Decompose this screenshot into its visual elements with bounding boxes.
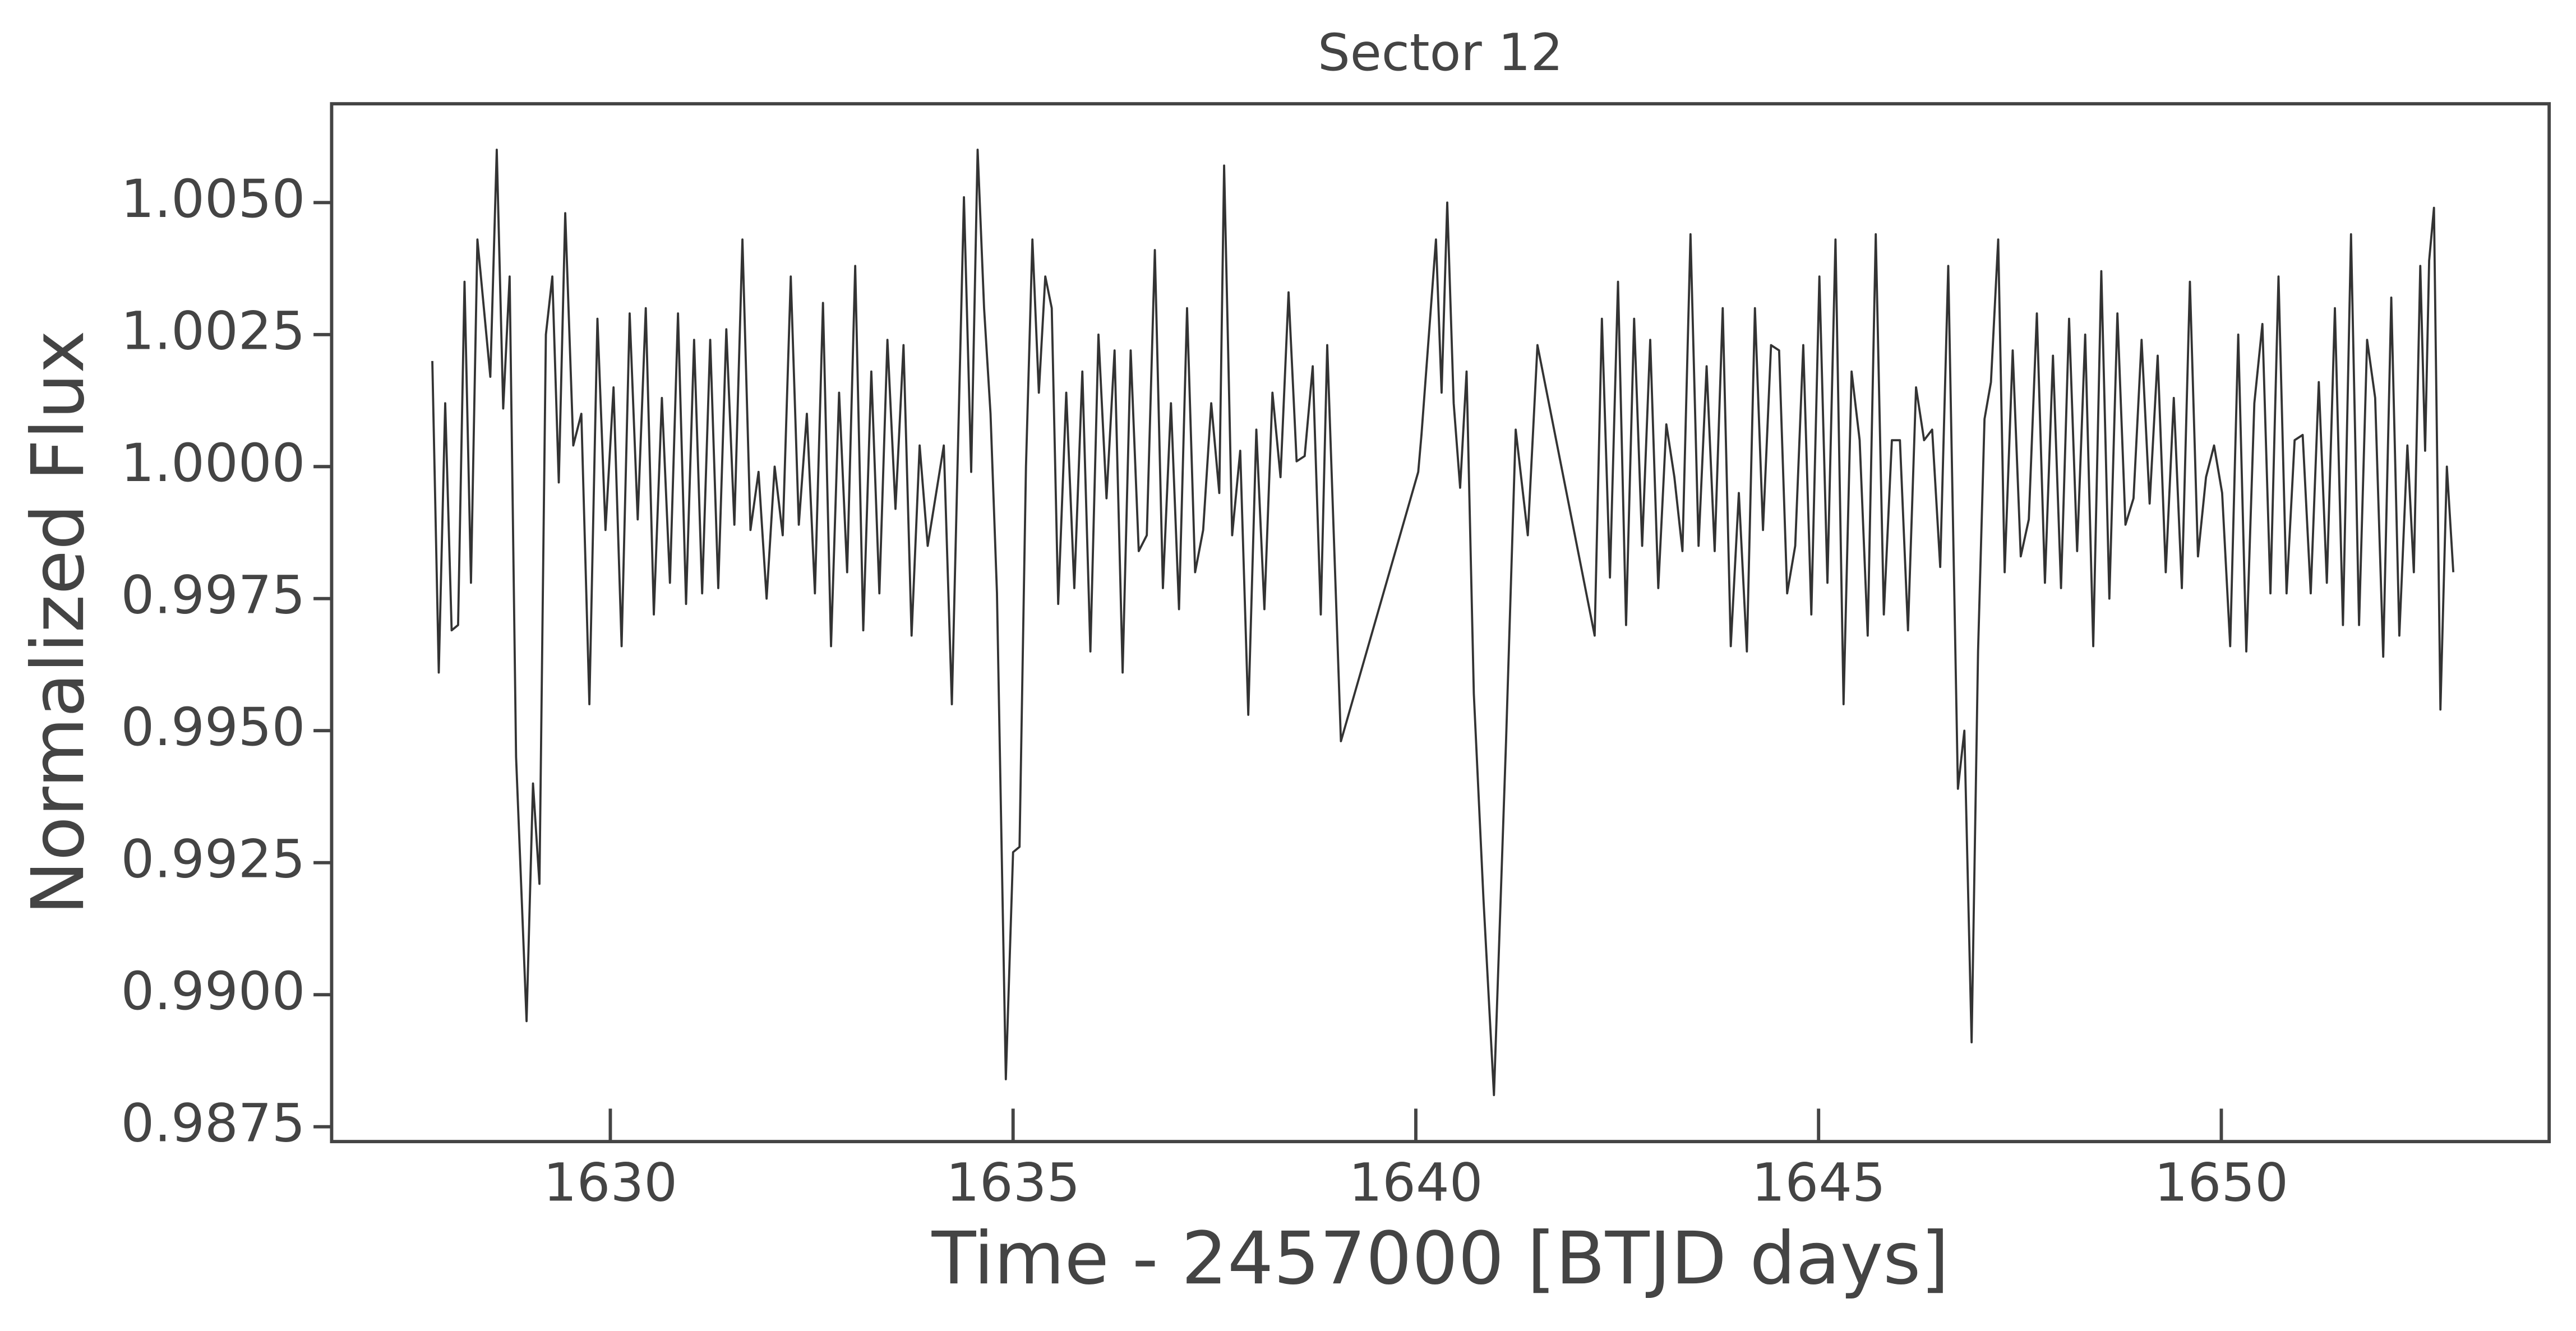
plot-frame: [330, 102, 2551, 1144]
x-axis-label: Time - 2457000 [BTJD days]: [931, 1217, 1949, 1301]
x-tick-label: 1640: [1349, 1152, 1483, 1213]
y-tick-label: 1.0000: [121, 433, 305, 494]
y-tick-label: 1.0050: [121, 169, 305, 230]
y-tick-label: 0.9975: [121, 565, 305, 626]
chart-title: Sector 12: [1318, 23, 1563, 82]
y-tick-label: 0.9900: [121, 961, 305, 1022]
x-tick-label: 1645: [1752, 1152, 1886, 1213]
y-axis-label: Normalized Flux: [16, 330, 100, 915]
flux-line: [431, 149, 2455, 1097]
y-tick-label: 0.9875: [121, 1093, 305, 1154]
x-tick-label: 1630: [543, 1152, 677, 1213]
y-tick-label: 0.9950: [121, 697, 305, 758]
y-tick-label: 1.0025: [121, 301, 305, 362]
y-tick-label: 0.9925: [121, 829, 305, 890]
x-tick-label: 1635: [946, 1152, 1080, 1213]
x-tick-label: 1650: [2154, 1152, 2288, 1213]
